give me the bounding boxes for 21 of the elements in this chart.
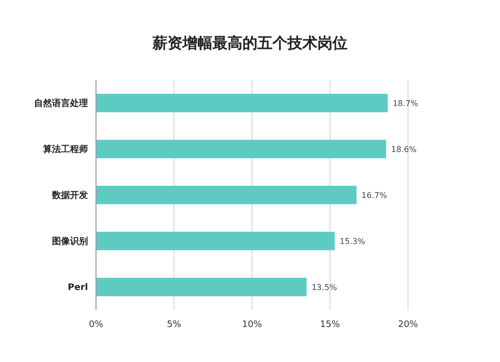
bar xyxy=(96,94,388,112)
x-tick-label: 15% xyxy=(320,320,340,330)
y-tick-label: 数据开发 xyxy=(51,190,88,201)
y-tick-label: Perl xyxy=(68,283,88,293)
x-tick-label: 0% xyxy=(88,320,104,330)
y-tick-label: 图像识别 xyxy=(52,236,88,247)
y-tick-label: 算法工程师 xyxy=(42,144,88,155)
bar xyxy=(96,186,357,204)
data-label: 13.5% xyxy=(312,283,338,292)
bar xyxy=(96,140,386,158)
data-label: 18.7% xyxy=(392,99,419,108)
bar xyxy=(96,278,307,296)
data-label: 15.3% xyxy=(340,237,366,246)
x-tick-label: 5% xyxy=(166,320,182,330)
data-label: 16.7% xyxy=(362,191,388,200)
x-tick-label: 20% xyxy=(398,320,418,330)
data-label: 18.6% xyxy=(391,145,417,154)
y-tick-label: 自然语言处理 xyxy=(34,98,88,109)
bar xyxy=(96,232,335,250)
chart-title: 薪资增幅最高的五个技术岗位 xyxy=(152,34,348,52)
x-tick-label: 10% xyxy=(242,320,262,330)
